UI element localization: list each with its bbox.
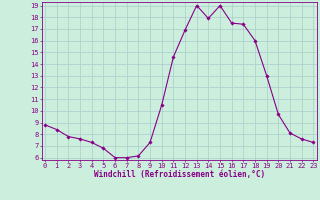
X-axis label: Windchill (Refroidissement éolien,°C): Windchill (Refroidissement éolien,°C) bbox=[94, 170, 265, 179]
